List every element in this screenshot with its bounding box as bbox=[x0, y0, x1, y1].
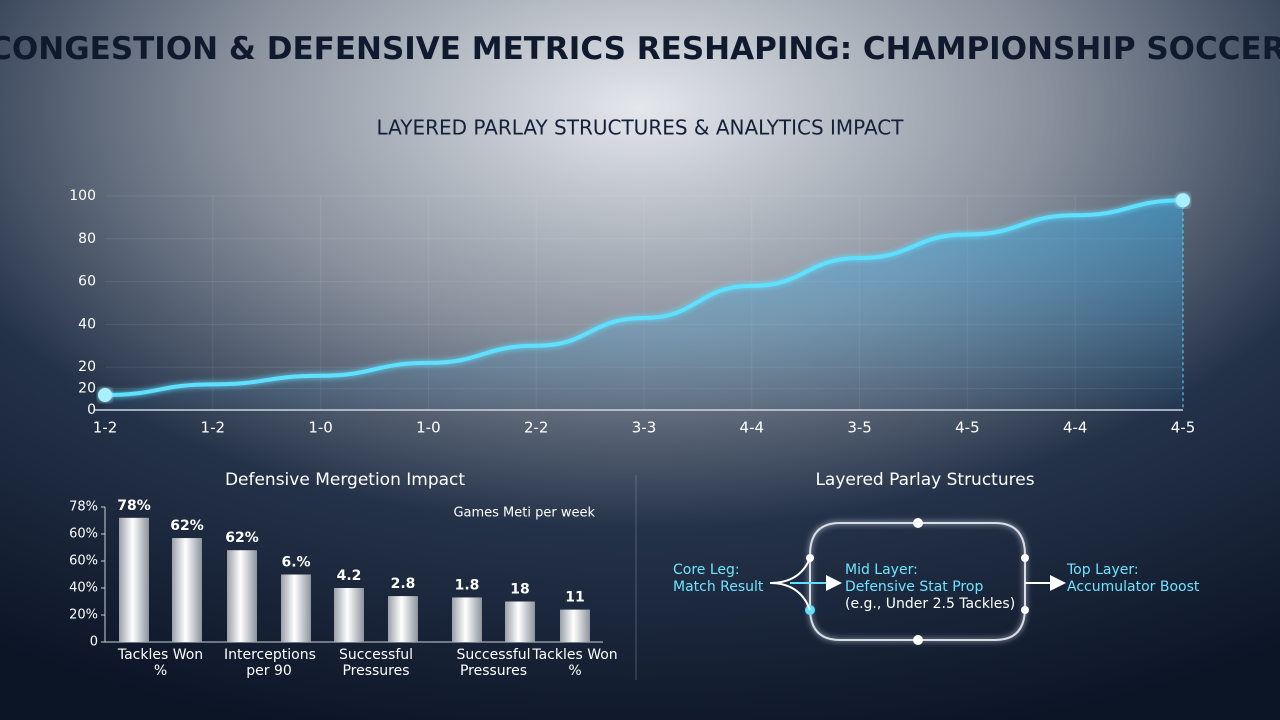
x-tick-label: Interceptions per 90 bbox=[224, 647, 316, 679]
y-tick-label: 100 bbox=[69, 188, 96, 204]
y-tick-label: 40 bbox=[78, 316, 96, 332]
x-tick-label: 4-4 bbox=[740, 419, 765, 437]
value-label: 78% bbox=[117, 498, 151, 514]
value-label: 18 bbox=[510, 582, 529, 598]
title: FIXTURE CONGESTION & DEFENSIVE METRICS R… bbox=[0, 31, 1280, 67]
diagram: Core Leg: Match Result Mid Layer: Defens… bbox=[673, 518, 1200, 645]
bar bbox=[119, 517, 149, 642]
value-label: 1.8 bbox=[455, 577, 480, 593]
node-dot bbox=[1021, 554, 1029, 562]
y-tick-label: 60% bbox=[69, 527, 98, 542]
y-tick-label: 0 bbox=[87, 402, 96, 418]
value-label: 62% bbox=[170, 518, 204, 534]
bar bbox=[172, 538, 202, 642]
node-detail: Match Result bbox=[673, 579, 764, 595]
value-label: 4.2 bbox=[337, 568, 362, 584]
value-label: 11 bbox=[565, 590, 584, 606]
bar bbox=[227, 550, 257, 642]
y-tick-label: 60 bbox=[78, 274, 96, 290]
node-label: Mid Layer: bbox=[845, 562, 918, 578]
end-dot bbox=[1176, 193, 1190, 208]
bar bbox=[452, 597, 482, 642]
value-label: 2.8 bbox=[391, 576, 416, 592]
node-detail: Accumulator Boost bbox=[1067, 579, 1200, 595]
bar bbox=[281, 574, 311, 642]
x-tick-label: Successful Pressures bbox=[338, 647, 414, 679]
subtitle: LAYERED PARLAY STRUCTURES & ANALYTICS IM… bbox=[377, 116, 905, 140]
node-note: (e.g., Under 2.5 Tackles) bbox=[845, 596, 1015, 612]
node-detail: Defensive Stat Prop bbox=[845, 579, 983, 595]
y-tick-label: 60% bbox=[69, 554, 98, 569]
x-tick-label: 4-5 bbox=[955, 419, 980, 437]
y-tick-label: 40% bbox=[69, 581, 98, 596]
bar bbox=[388, 596, 418, 642]
x-tick-label: 4-4 bbox=[1063, 419, 1088, 437]
y-tick-label: 20 bbox=[78, 381, 96, 397]
x-tick-label: 3-5 bbox=[847, 419, 872, 437]
area bbox=[105, 200, 1183, 410]
connector bbox=[769, 582, 811, 611]
x-tick-label: 1-0 bbox=[416, 419, 441, 437]
x-tick-label: 1-2 bbox=[201, 419, 226, 437]
x-tick-label: Tackles Won % bbox=[532, 647, 618, 679]
line bbox=[104, 198, 1184, 398]
bar bbox=[334, 588, 364, 642]
title-line: FIXTURE CONGESTION & DEFENSIVE METRICS R… bbox=[0, 31, 1280, 67]
bar-title: Defensive Mergetion Impact bbox=[225, 470, 465, 490]
bar bbox=[505, 601, 535, 642]
node-dot bbox=[1021, 606, 1029, 614]
y-tick-label: 20 bbox=[78, 359, 96, 375]
x-tick-label: Successful Pressures bbox=[456, 647, 531, 679]
y-tick-label: 80 bbox=[78, 231, 96, 247]
node-dot bbox=[913, 518, 923, 528]
bar bbox=[560, 609, 590, 642]
end-dot bbox=[98, 388, 112, 403]
x-tick-label: 4-5 bbox=[1171, 419, 1196, 437]
y-tick-label: 20% bbox=[69, 608, 98, 623]
node-dot bbox=[913, 635, 923, 645]
x-tick-label: 3-3 bbox=[632, 419, 657, 437]
x-tick-label: 2-2 bbox=[524, 419, 549, 437]
x-tick-label: 1-2 bbox=[93, 419, 118, 437]
value-label: 6.% bbox=[281, 555, 310, 571]
bar-annotation: Games Meti per week bbox=[453, 506, 595, 521]
node-label: Core Leg: bbox=[673, 562, 740, 578]
diagram-title: Layered Parlay Structures bbox=[815, 470, 1034, 490]
y-tick-label: 78% bbox=[69, 500, 98, 515]
value-label: 62% bbox=[225, 530, 259, 546]
layer-frame bbox=[809, 522, 1026, 641]
y-tick-label: 0 bbox=[90, 635, 98, 650]
x-tick-label: 1-0 bbox=[308, 419, 333, 437]
x-tick-label: Tackles Won % bbox=[117, 647, 204, 679]
node-label: Top Layer: bbox=[1066, 562, 1139, 578]
